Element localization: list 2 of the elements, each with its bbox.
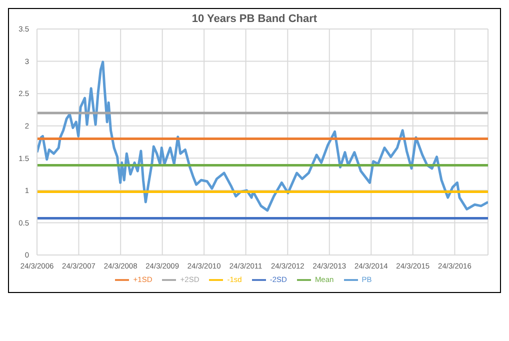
line-series (37, 60, 488, 212)
chart-title: 10 Years PB Band Chart (190, 12, 318, 25)
